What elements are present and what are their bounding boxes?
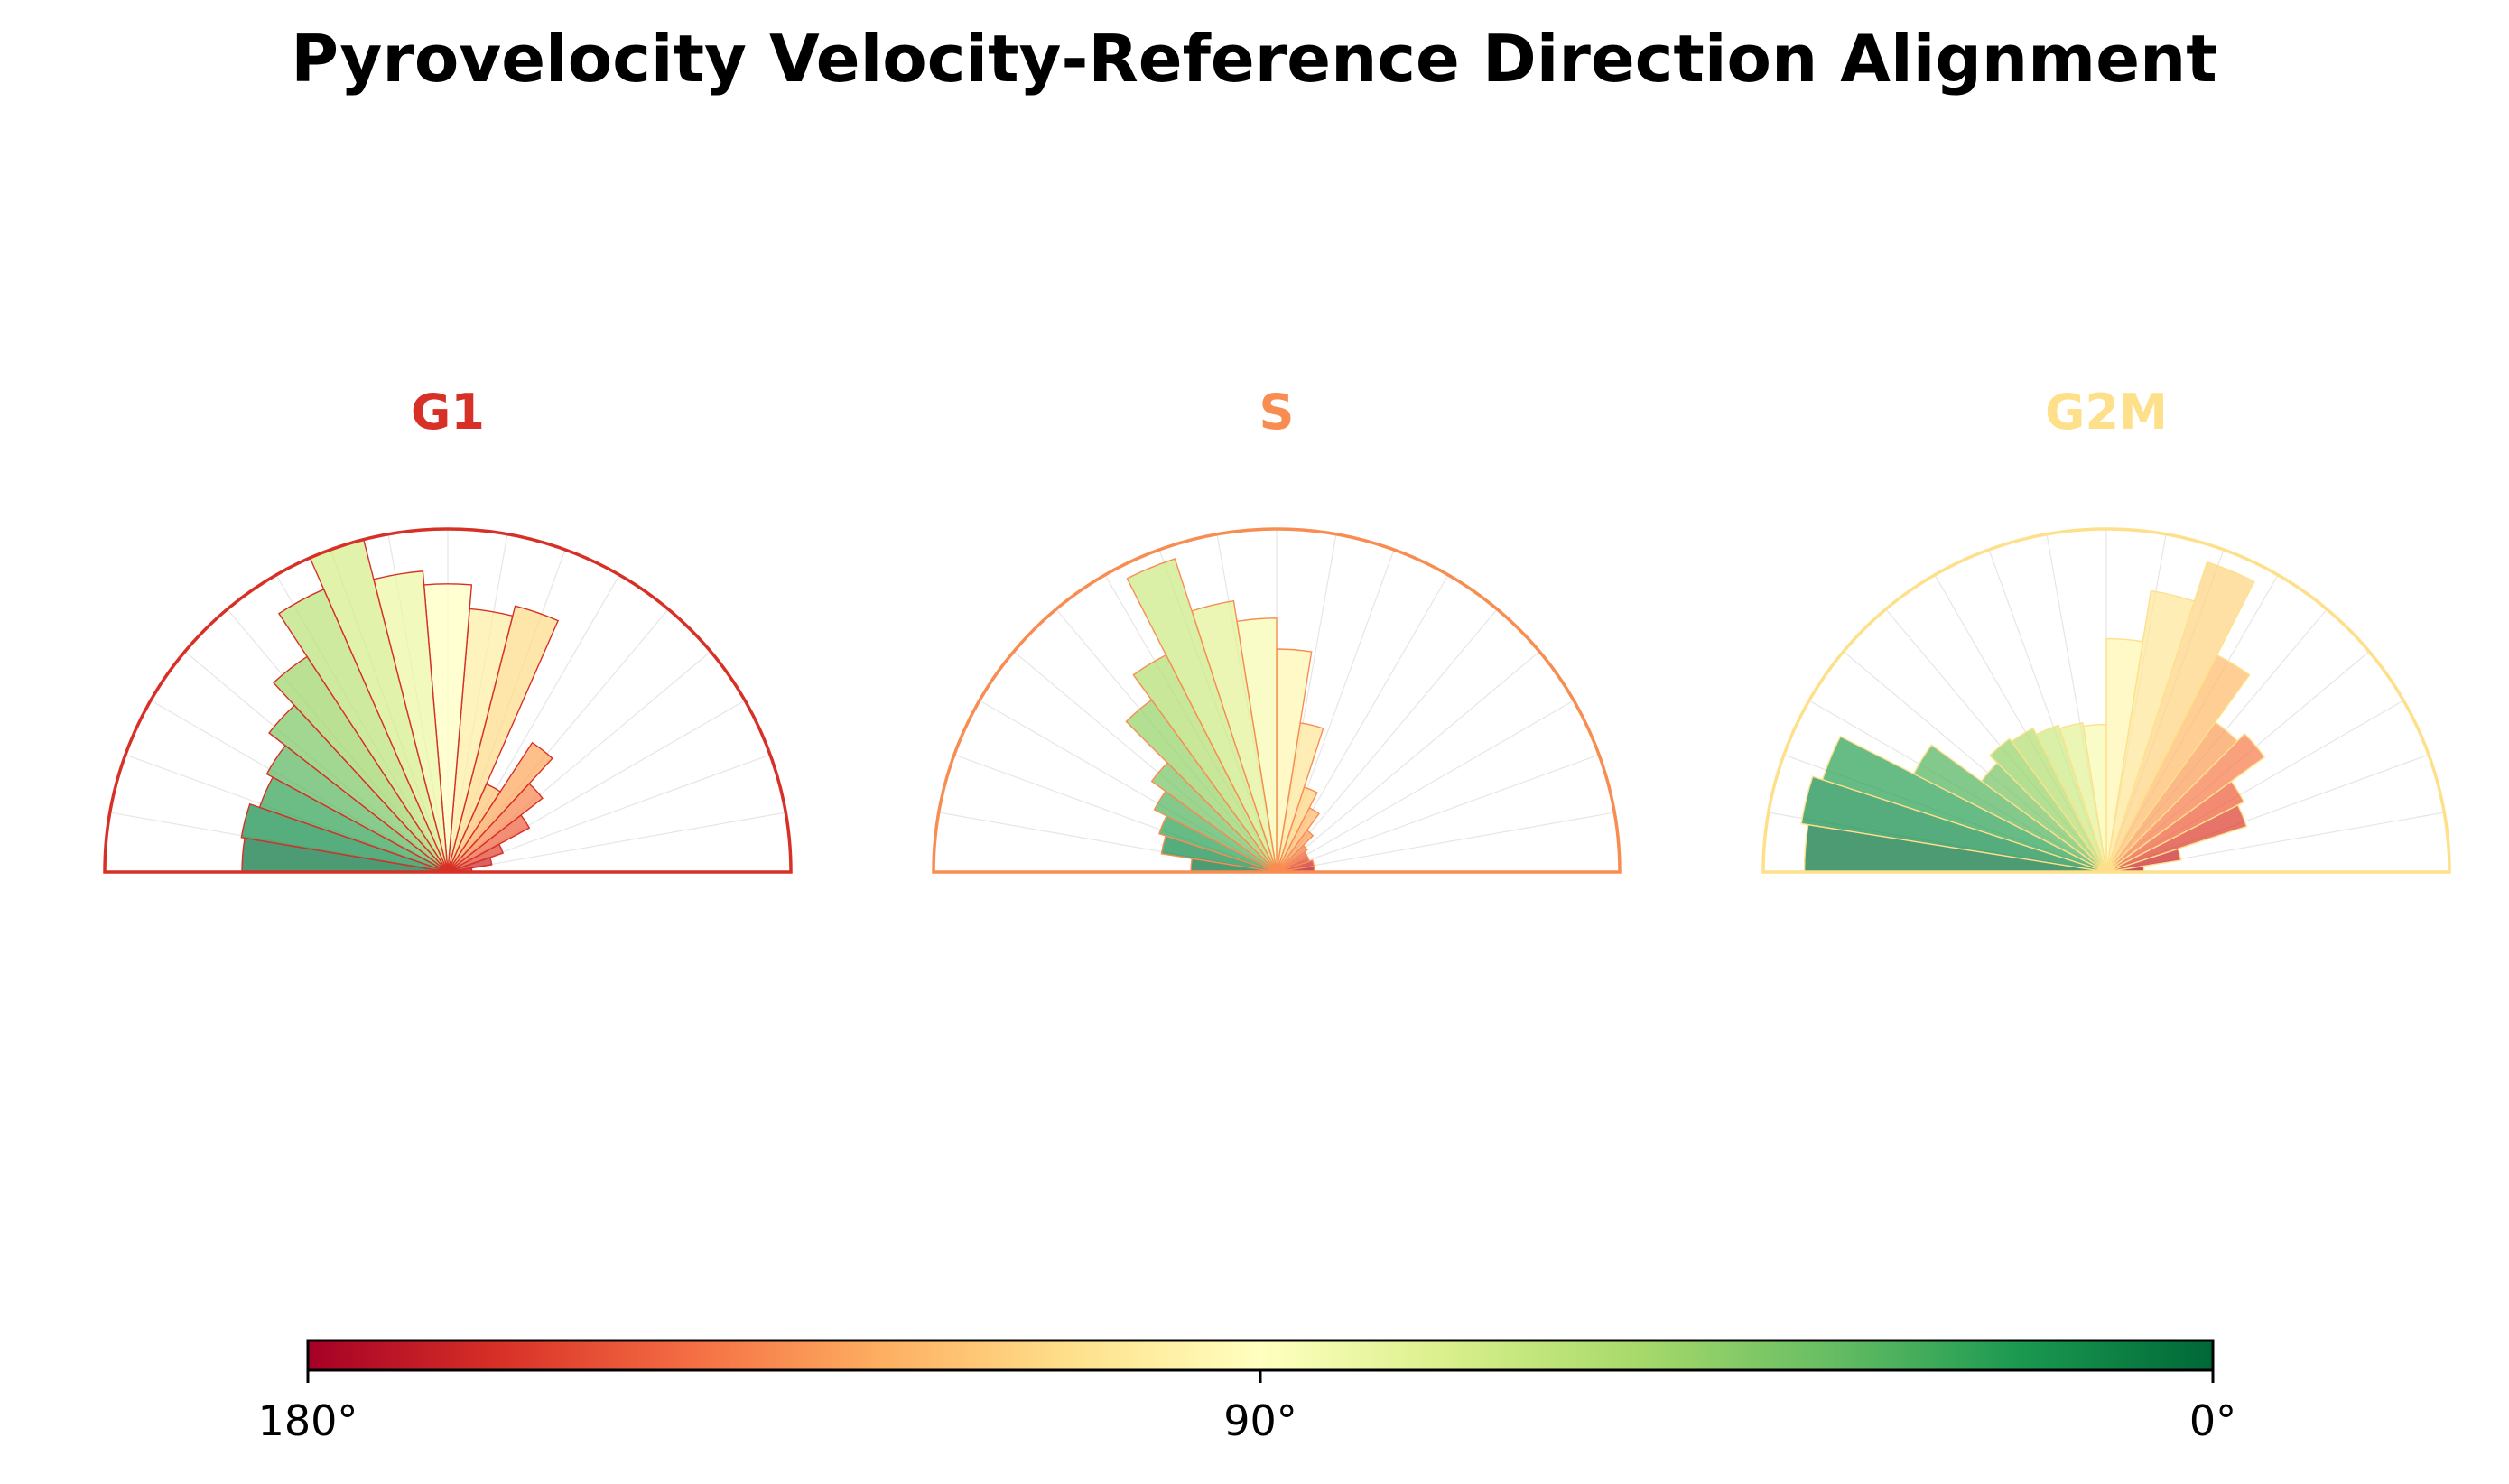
polar-bar xyxy=(1150,762,1278,873)
polar-bar xyxy=(2105,589,2196,873)
panel-g2m: G2M xyxy=(1761,384,2451,874)
grid-spoke xyxy=(1276,651,1540,873)
panel-title: G1 xyxy=(411,384,485,441)
grid-spoke xyxy=(1276,812,1615,873)
polar-bar xyxy=(1125,699,1278,873)
polar-bar xyxy=(2105,637,2144,873)
polar-bar xyxy=(265,744,449,873)
polar-bar xyxy=(2105,561,2255,873)
polar-bar xyxy=(272,655,449,873)
polar-bar xyxy=(277,588,449,873)
grid-spoke xyxy=(1276,754,1600,873)
polar-bar xyxy=(447,741,553,873)
colorbar-tick-label: 180° xyxy=(258,1396,358,1445)
panel-g1: G1 xyxy=(103,384,793,874)
polar-bar xyxy=(1158,814,1278,873)
grid-spoke xyxy=(447,812,786,873)
polar-bar xyxy=(447,605,560,873)
polar-bar xyxy=(1153,790,1278,873)
panel-frame xyxy=(103,527,793,874)
panel-s: S xyxy=(932,384,1622,874)
chart-title: Pyrovelocity Velocity-Reference Directio… xyxy=(291,21,2216,97)
polar-bar xyxy=(1160,835,1278,873)
panel-title: S xyxy=(1259,384,1295,441)
polar-bar xyxy=(1132,654,1278,873)
colorbar-bar xyxy=(306,1339,2215,1372)
grid-spoke xyxy=(1276,700,1575,873)
grid-spoke xyxy=(1276,608,1498,873)
polar-bar xyxy=(1989,737,2107,873)
polar-bar xyxy=(2105,732,2266,873)
polar-bar xyxy=(268,704,449,873)
panel-frame xyxy=(932,527,1622,874)
colorbar-tick-label: 0° xyxy=(2189,1396,2236,1445)
colorbar: 180° 90° 0° xyxy=(258,1339,2236,1445)
polar-bar xyxy=(1800,775,2107,873)
colorbar-tick-label: 90° xyxy=(1223,1396,1297,1445)
panel-frame xyxy=(1761,527,2451,874)
polar-bar xyxy=(240,802,449,873)
polar-panels: G1 S G2M xyxy=(103,384,2451,874)
panel-title: G2M xyxy=(2045,384,2168,441)
polar-bar xyxy=(1126,558,1278,873)
